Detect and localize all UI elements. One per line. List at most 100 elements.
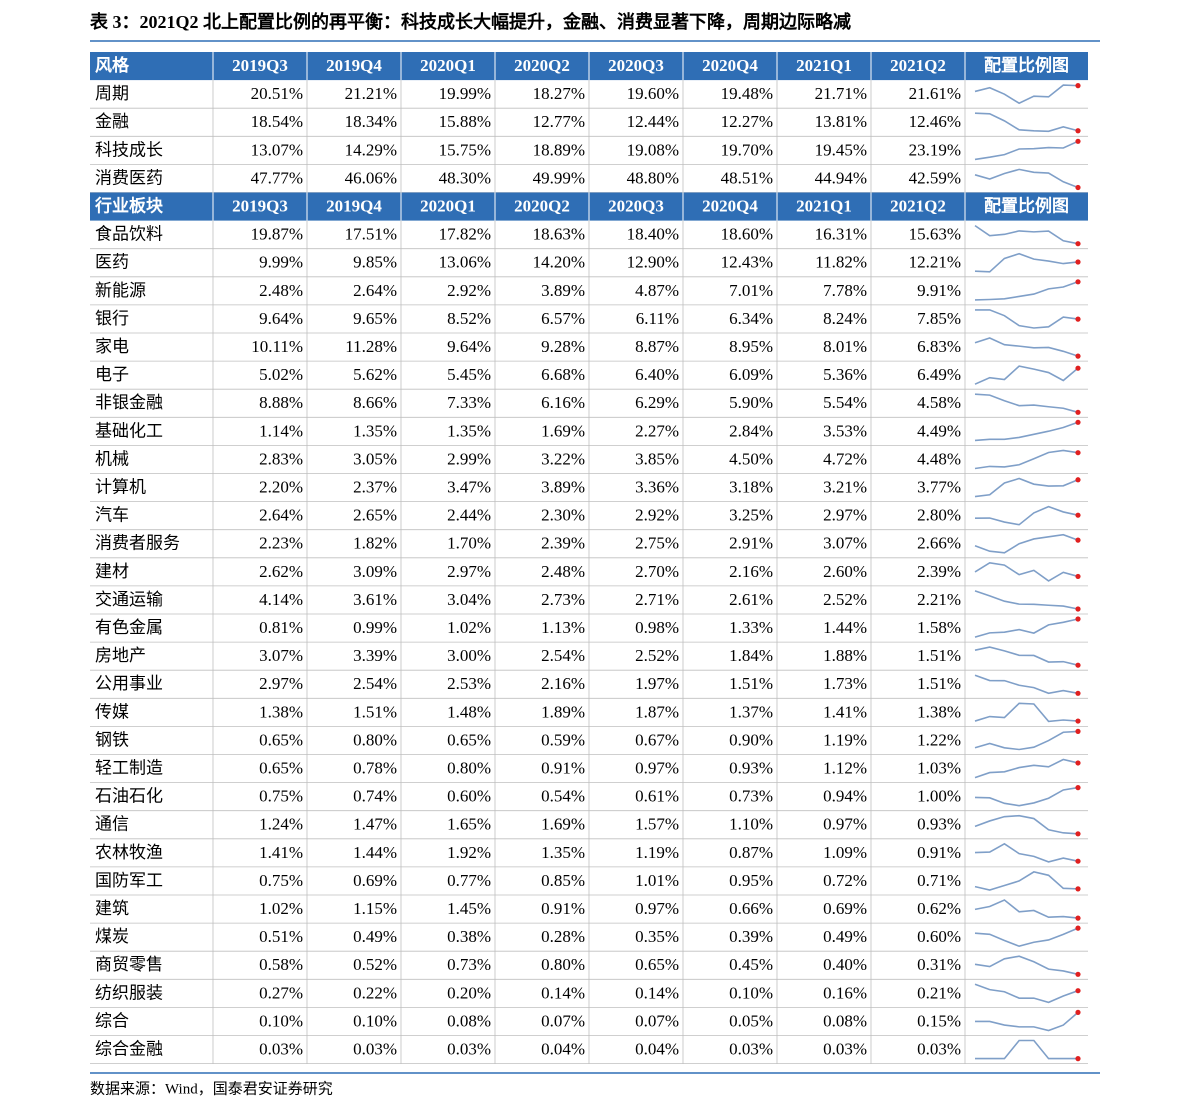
value-cell: 1.13% [541, 618, 585, 637]
value-cell: 0.74% [353, 787, 397, 806]
value-cell: 2.64% [259, 506, 303, 525]
value-cell: 2.97% [823, 506, 867, 525]
sparkline-end [1075, 537, 1081, 543]
value-cell: 9.91% [917, 281, 961, 300]
value-cell: 0.58% [259, 955, 303, 974]
value-cell: 0.99% [353, 618, 397, 637]
value-cell: 48.80% [627, 168, 679, 187]
sparkline-end [1075, 83, 1081, 89]
sparkline [974, 871, 1079, 891]
sparkline [974, 168, 1079, 189]
value-cell: 0.73% [447, 955, 491, 974]
value-cell: 42.59% [909, 168, 961, 187]
value-cell: 0.85% [541, 871, 585, 890]
value-cell: 0.77% [447, 871, 491, 890]
value-cell: 0.14% [541, 983, 585, 1002]
value-cell: 19.70% [721, 140, 773, 159]
value-cell: 0.78% [353, 758, 397, 777]
value-cell: 2.92% [447, 281, 491, 300]
value-cell: 0.40% [823, 955, 867, 974]
row-name: 钢铁 [95, 730, 129, 749]
value-cell: 3.09% [353, 562, 397, 581]
sparkline-end [1075, 450, 1081, 456]
value-cell: 2.73% [541, 590, 585, 609]
value-cell: 2.20% [259, 477, 303, 496]
value-cell: 17.51% [345, 225, 397, 244]
value-cell: 0.10% [353, 1011, 397, 1030]
value-cell: 6.34% [729, 309, 773, 328]
value-cell: 2.21% [917, 590, 961, 609]
row-name: 石油石化 [95, 787, 163, 806]
value-cell: 1.73% [823, 674, 867, 693]
value-cell: 9.99% [259, 253, 303, 272]
value-cell: 18.63% [533, 225, 585, 244]
value-cell: 0.62% [917, 899, 961, 918]
value-cell: 1.70% [447, 534, 491, 553]
value-cell: 0.31% [917, 955, 961, 974]
value-cell: 2.66% [917, 534, 961, 553]
value-cell: 2.65% [353, 506, 397, 525]
value-cell: 0.28% [541, 927, 585, 946]
sparkline [974, 730, 1079, 751]
row-name: 机械 [95, 449, 129, 468]
sparkline [974, 337, 1079, 357]
row-name: 通信 [95, 815, 129, 834]
value-cell: 0.60% [917, 927, 961, 946]
sparkline [974, 899, 1079, 919]
value-cell: 2.61% [729, 590, 773, 609]
value-cell: 0.08% [823, 1011, 867, 1030]
value-cell: 12.44% [627, 112, 679, 131]
value-cell: 0.22% [353, 983, 397, 1002]
value-cell: 0.15% [917, 1011, 961, 1030]
value-cell: 23.19% [909, 140, 961, 159]
value-cell: 0.65% [447, 730, 491, 749]
row-name: 科技成长 [95, 140, 163, 159]
row-name: 家电 [95, 337, 129, 356]
value-cell: 3.21% [823, 477, 867, 496]
header-cell: 2021Q2 [890, 56, 946, 75]
value-cell: 2.83% [259, 449, 303, 468]
value-cell: 0.03% [917, 1039, 961, 1058]
sparkline-end [1075, 858, 1081, 864]
value-cell: 12.43% [721, 253, 773, 272]
source: 数据来源：Wind，国泰君安证券研究 [90, 1080, 333, 1097]
value-cell: 15.63% [909, 225, 961, 244]
value-cell: 8.52% [447, 309, 491, 328]
value-cell: 0.95% [729, 871, 773, 890]
value-cell: 0.65% [259, 730, 303, 749]
sparkline-end [1075, 971, 1081, 977]
value-cell: 8.66% [353, 393, 397, 412]
value-cell: 0.66% [729, 899, 773, 918]
sparkline-end [1075, 1056, 1081, 1062]
value-cell: 5.45% [447, 365, 491, 384]
value-cell: 3.00% [447, 646, 491, 665]
value-cell: 0.05% [729, 1011, 773, 1030]
value-cell: 11.28% [345, 337, 397, 356]
value-cell: 2.30% [541, 506, 585, 525]
value-cell: 0.03% [729, 1039, 773, 1058]
value-cell: 1.35% [541, 843, 585, 862]
row-name: 汽车 [95, 506, 129, 525]
value-cell: 0.80% [541, 955, 585, 974]
sparkline-end [1075, 279, 1081, 285]
value-cell: 19.48% [721, 84, 773, 103]
value-cell: 2.16% [729, 562, 773, 581]
value-cell: 4.72% [823, 449, 867, 468]
value-cell: 12.77% [533, 112, 585, 131]
sparkline [974, 590, 1079, 610]
value-cell: 16.31% [815, 225, 867, 244]
value-cell: 0.60% [447, 787, 491, 806]
row-name: 有色金属 [95, 618, 163, 637]
value-cell: 2.52% [635, 646, 679, 665]
value-cell: 3.07% [823, 534, 867, 553]
value-cell: 0.67% [635, 730, 679, 749]
value-cell: 0.65% [259, 758, 303, 777]
value-cell: 1.00% [917, 787, 961, 806]
sparkline [974, 140, 1079, 161]
value-cell: 0.73% [729, 787, 773, 806]
value-cell: 0.38% [447, 927, 491, 946]
value-cell: 0.91% [541, 899, 585, 918]
value-cell: 1.10% [729, 815, 773, 834]
value-cell: 15.75% [439, 140, 491, 159]
